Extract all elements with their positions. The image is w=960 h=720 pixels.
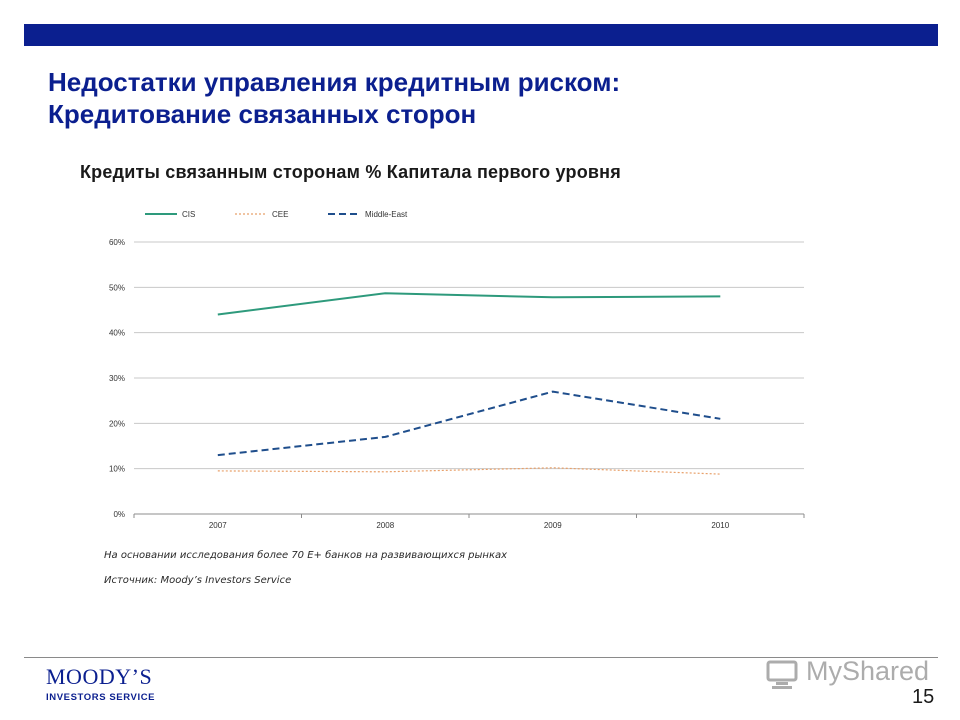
y-tick-label: 50% — [109, 283, 125, 292]
x-tick-label: 2009 — [544, 521, 562, 530]
x-tick-label: 2008 — [376, 521, 394, 530]
monitor-icon — [766, 660, 798, 689]
y-tick-label: 60% — [109, 238, 125, 247]
slide-title: Недостатки управления кредитным риском: … — [48, 66, 908, 130]
line-chart: 0% 10% 20% 30% 40% 50% 60% 2007 2008 2009 2010 CIS C… — [109, 210, 805, 530]
slide-title-line-1: Недостатки управления кредитным риском: — [48, 67, 621, 97]
watermark: MyShared — [766, 656, 930, 692]
x-tick-label: 2010 — [711, 521, 729, 530]
logo-subtitle: INVESTORS SERVICE — [46, 692, 156, 703]
series-line-middle-east — [217, 390, 721, 457]
header-bar — [24, 24, 938, 46]
legend-label: CEE — [272, 210, 288, 219]
y-tick-label: 30% — [109, 374, 125, 383]
footnote-methodology: На основании исследования более 70 Е+ ба… — [104, 550, 508, 561]
watermark-text: MyShared — [806, 656, 930, 686]
y-tick-label: 20% — [109, 419, 125, 428]
y-tick-label: 0% — [113, 510, 125, 519]
y-tick-label: 10% — [109, 465, 125, 474]
chart-title: Кредиты связанным сторонам % Капитала пе… — [80, 162, 621, 182]
footnote-source: Источник: Moody’s Investors Service — [104, 575, 292, 586]
page-number: 15 — [912, 686, 935, 708]
x-tick-label: 2007 — [209, 521, 227, 530]
series-line-cis — [217, 292, 721, 316]
footer-divider — [24, 657, 938, 658]
slide-title-line-2: Кредитование связанных сторон — [48, 99, 477, 129]
y-tick-label: 40% — [109, 329, 125, 338]
moodys-logo: MOODY’S INVESTORS SERVICE — [46, 664, 176, 710]
logo-wordmark: MOODY’S — [46, 664, 153, 689]
legend-label: Middle-East — [365, 210, 408, 219]
legend-label: CIS — [182, 210, 195, 219]
